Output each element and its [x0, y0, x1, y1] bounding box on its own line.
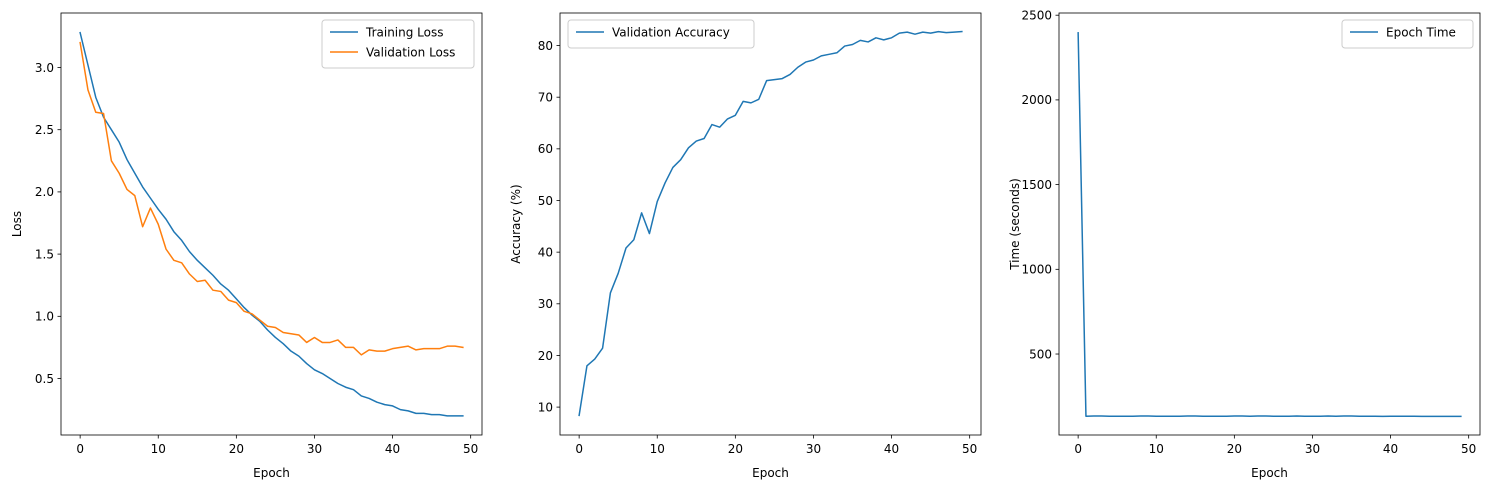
y-tick-label: 500 [1029, 347, 1052, 361]
x-tick-label: 50 [1461, 442, 1476, 456]
legend-box [321, 19, 475, 69]
legend-label: Epoch Time [1386, 25, 1456, 39]
legend-label: Validation Accuracy [612, 25, 730, 39]
chart-panel-3: 0 10 20 30 40 50 500 1000 1500 2000 2500 Epoch Time … [1008, 9, 1481, 480]
y-tick-label: 1.5 [35, 247, 54, 261]
x-tick-label: 10 [151, 442, 166, 456]
x-tick-label: 0 [575, 442, 583, 456]
x-tick-label: 20 [229, 442, 244, 456]
y-axis-label: Time (seconds) [1008, 178, 1022, 271]
y-tick-label: 1000 [1021, 263, 1052, 277]
x-axis-label: Epoch [1251, 466, 1288, 480]
legend-box [1341, 19, 1474, 49]
y-tick-label: 2.0 [35, 185, 54, 199]
chart-panel-2: 0 10 20 30 40 50 10 20 30 40 50 60 70 80 Epoch Accuracy… [509, 12, 982, 480]
axes-frame [1058, 12, 1481, 436]
x-tick-label: 50 [463, 442, 478, 456]
y-tick-label: 3.0 [35, 61, 54, 75]
legend: Training Loss Validation Loss [321, 19, 475, 69]
x-tick-label: 40 [884, 442, 899, 456]
y-tick-label: 50 [538, 194, 553, 208]
x-tick-label: 20 [1227, 442, 1242, 456]
series-line-1-1 [79, 31, 464, 417]
x-axis-label: Epoch [752, 466, 789, 480]
legend: Epoch Time [1341, 19, 1474, 49]
chart-panel-1: 0 10 20 30 40 50 0.5 1.0 1.5 2.0 2.5 3.0 Epoch Loss Tr… [10, 12, 483, 480]
y-tick-label: 2.5 [35, 123, 54, 137]
y-tick-label: 10 [538, 400, 553, 414]
y-tick-label: 1.0 [35, 310, 54, 324]
y-axis-label: Accuracy (%) [509, 184, 523, 263]
legend-box [567, 19, 755, 49]
x-tick-label: 30 [307, 442, 322, 456]
series-line-2-1 [578, 30, 963, 417]
y-tick-label: 60 [538, 142, 553, 156]
x-axis-label: Epoch [253, 466, 290, 480]
x-tick-label: 0 [1074, 442, 1082, 456]
series-line-3-1 [1077, 32, 1462, 418]
x-tick-label: 40 [1383, 442, 1398, 456]
legend-label: Validation Loss [366, 45, 455, 59]
x-tick-label: 10 [1149, 442, 1164, 456]
x-tick-label: 30 [806, 442, 821, 456]
y-tick-label: 20 [538, 349, 553, 363]
y-tick-label: 2000 [1021, 93, 1052, 107]
x-tick-label: 40 [385, 442, 400, 456]
y-tick-label: 70 [538, 90, 553, 104]
x-tick-label: 10 [650, 442, 665, 456]
y-axis-label: Loss [10, 211, 24, 237]
y-tick-label: 0.5 [35, 372, 54, 386]
series-line-1-2 [79, 41, 464, 356]
y-tick-label: 40 [538, 245, 553, 259]
x-tick-label: 50 [962, 442, 977, 456]
y-tick-label: 1500 [1021, 178, 1052, 192]
y-tick-label: 2500 [1021, 9, 1052, 23]
x-tick-label: 30 [1305, 442, 1320, 456]
axes-frame [559, 12, 982, 436]
y-tick-label: 80 [538, 39, 553, 53]
legend: Validation Accuracy [567, 19, 755, 49]
x-tick-label: 20 [728, 442, 743, 456]
x-tick-label: 0 [76, 442, 84, 456]
legend-label: Training Loss [365, 25, 443, 39]
y-tick-label: 30 [538, 297, 553, 311]
axes-frame [60, 12, 483, 436]
